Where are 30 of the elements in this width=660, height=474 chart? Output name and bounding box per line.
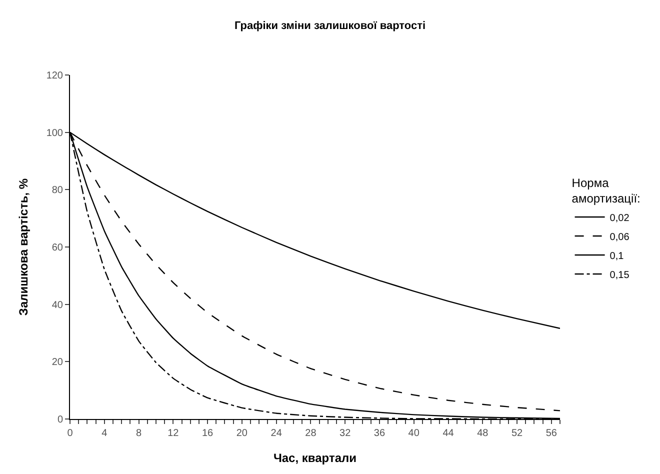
chart-title: Графіки зміни залишкової вартості [234,20,426,32]
x-tick-label: 0 [67,428,74,439]
y-tick-label: 0 [57,414,64,426]
legend-title: Норма амортизації: [572,176,640,206]
x-tick-label: 4 [102,428,108,439]
x-tick-label: 20 [236,428,248,439]
legend-label: 0,1 [610,250,624,262]
x-tick-label: 24 [270,428,282,439]
legend-label: 0,15 [610,270,630,281]
x-tick-label: 56 [546,428,558,439]
x-tick-label: 32 [340,428,352,439]
x-tick-label: 48 [477,428,489,439]
y-tick-label: 40 [52,300,64,311]
x-tick-label: 12 [168,428,180,439]
legend-label: 0,02 [610,212,630,224]
y-tick-label: 60 [52,242,64,254]
x-tick-label: 28 [305,428,317,439]
y-tick-label: 80 [52,185,64,196]
y-tick-label: 100 [46,128,64,139]
y-axis-title: Залишкова вартість, % [16,178,31,316]
x-tick-label: 52 [511,428,524,439]
x-tick-label: 40 [408,428,420,439]
legend-label: 0,06 [610,232,630,243]
y-tick-label: 120 [46,70,64,82]
x-tick-label: 8 [136,428,142,439]
x-tick-label: 36 [374,428,386,439]
y-tick-label: 20 [52,357,64,368]
x-tick-label: 16 [202,428,214,439]
x-axis-title: Час, квартали [273,450,357,465]
x-tick-label: 44 [442,428,454,439]
